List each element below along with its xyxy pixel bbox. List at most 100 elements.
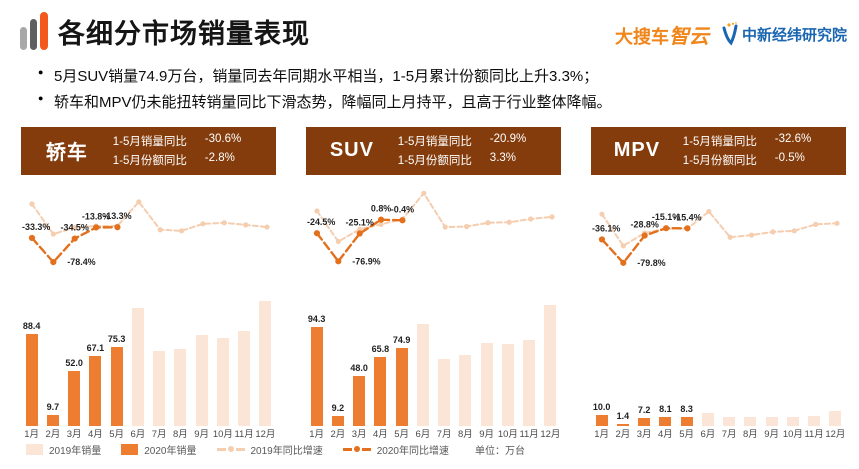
yoy-2019-point: [72, 224, 78, 230]
bars-row: 88.4 1月 9.7 2月 52.0 3月 67.1 4月 75.3 5月 6月 7月 8月 9月 10月…: [21, 285, 276, 441]
mpv-badge: MPV 1-5月销量同比 -32.6% 1-5月份额同比 -0.5%: [591, 126, 846, 175]
month-label: 7月: [721, 428, 737, 440]
yoy-2019-point: [549, 213, 555, 219]
yoy-2019-point: [620, 242, 626, 248]
line-chart-suv: -24.5% -76.9% -25.1% 0.8% -0.4%: [307, 190, 555, 266]
yoy-2019-point: [727, 234, 733, 240]
bars-row: 10.0 1月 1.4 2月 7.2 3月 8.1 4月 8.3 5月 6月 7月 8月 9月 10月 11月…: [591, 285, 846, 441]
month-label: 7月: [436, 428, 452, 440]
yoy-2020-label: -25.1%: [346, 217, 374, 227]
yoy-2019-point: [463, 223, 470, 229]
dasouche-zhiyun-logo: 大搜车智云: [615, 20, 709, 49]
yoy-2019-line: [315, 191, 554, 243]
bar-2019-10月: [216, 338, 229, 426]
bar-value-label: 74.9: [392, 334, 411, 345]
segment-name: MPV: [613, 139, 661, 161]
bars-row: 94.3 1月 9.2 2月 48.0 3月 65.8 4月 74.9 5月 6月 7月 8月 9月 10月…: [306, 285, 561, 441]
bar-2020-4月: [374, 357, 387, 426]
bar-cell-6月: 6月: [697, 285, 718, 441]
yoy-2019-point: [200, 220, 206, 226]
bar-value-label: 52.0: [65, 358, 83, 369]
bar-cell-12月: 12月: [540, 285, 561, 441]
month-label: 5月: [679, 428, 695, 440]
bullet-1: 5月SUV销量74.9万台，销量同去年同期水平相当，1-5月累计份额同比上升3.…: [38, 64, 859, 90]
bar-cell-11月: 11月: [804, 285, 825, 441]
stat-value: -0.5%: [774, 152, 805, 164]
unit-note: 单位：万台: [475, 445, 525, 457]
bar-2019-9月: [195, 335, 208, 426]
bar-cell-8月: 8月: [455, 285, 476, 441]
yoy-2019-point: [706, 208, 712, 214]
stat-label: 1-5月份额同比: [682, 155, 757, 167]
yoy-2019-point: [264, 223, 270, 230]
bar-2019-6月: [131, 307, 144, 426]
bar-value-label: 7.2: [637, 405, 651, 416]
month-label: 11月: [519, 428, 539, 440]
yoy-2019-point: [157, 226, 163, 232]
bar-value-label: 9.2: [331, 402, 345, 413]
bar-2019-12月: [544, 304, 557, 426]
bar-value-label: 65.8: [371, 344, 390, 355]
bar-cell-2月: 9.2 2月: [327, 285, 348, 441]
month-label: 2月: [615, 428, 631, 440]
bar-2019-7月: [723, 417, 736, 426]
yoy-2019-point: [834, 220, 840, 226]
yoy-2019-point: [357, 226, 363, 232]
bar-cell-1月: 10.0 1月: [591, 285, 612, 441]
bar-2019-7月: [438, 359, 451, 426]
page-title: 各细分市场销量表现: [58, 19, 310, 50]
logo-text: 大搜车: [614, 26, 669, 47]
bar-cell-8月: 8月: [170, 285, 191, 441]
bar-cell-5月: 75.3 5月: [106, 285, 127, 441]
sedan-column: 轿车 1-5月销量同比 -30.6% 1-5月份额同比 -2.8% -33.3% -7…: [21, 126, 276, 441]
yoy-2020-point: [92, 223, 100, 231]
yoy-2020-label: -76.9%: [352, 256, 380, 266]
segment-stats: 1-5月销量同比 -32.6% 1-5月份额同比 -0.5%: [683, 127, 846, 175]
yoy-2020-label: -36.1%: [592, 223, 620, 233]
line-chart-mpv: -36.1% -79.8% -28.8%-15.1%-15.4%: [592, 208, 840, 267]
bar-chart-mpv: 10.0 1月 1.4 2月 7.2 3月 8.1 4月 8.3 5月 6月 7月 8月 9月 10月 11月…: [591, 285, 846, 441]
bar-2019-7月: [153, 351, 166, 426]
bar-chart-sedan: 88.4 1月 9.7 2月 52.0 3月 67.1 4月 75.3 5月 6月 7月 8月 9月 10月…: [21, 285, 276, 441]
month-label: 8月: [457, 428, 473, 440]
month-label: 10月: [212, 428, 233, 440]
month-label: 3月: [636, 428, 652, 440]
yoy-2020-label: -28.8%: [631, 219, 659, 229]
bar-cell-4月: 67.1 4月: [85, 285, 106, 441]
yoy-2020-label: -79.8%: [637, 257, 665, 267]
bar-2020-5月: [110, 347, 123, 426]
stat-value: -30.6%: [204, 133, 242, 145]
bar-2020-2月: [46, 415, 59, 426]
bar-cell-1月: 94.3 1月: [306, 285, 327, 441]
legend-swatch-2020-bar: [121, 443, 139, 455]
bar-cell-10月: 10月: [497, 285, 518, 441]
month-label: 9月: [479, 428, 495, 440]
yoy-2020-label: 0.8%: [371, 203, 391, 213]
legend-label: 2019年同比增速: [250, 445, 323, 457]
bar-value-label: 67.1: [86, 342, 105, 353]
yoy-2020-label: -15.1%: [652, 212, 680, 222]
bar-2020-1月: [25, 333, 38, 426]
bar-cell-6月: 6月: [412, 285, 433, 441]
title-block: 各细分市场销量表现: [20, 12, 310, 50]
yoy-2020-label: -24.5%: [307, 217, 335, 227]
month-label: 1月: [24, 428, 40, 440]
yoy-2019-point: [421, 190, 427, 196]
segment-name: 轿车: [45, 142, 88, 164]
mpv-column: MPV 1-5月销量同比 -32.6% 1-5月份额同比 -0.5% -36.1% -…: [591, 126, 846, 441]
bar-2020-4月: [89, 355, 102, 426]
bar-2019-11月: [238, 331, 251, 426]
bar-cell-12月: 12月: [825, 285, 846, 441]
bar-2019-9月: [765, 416, 778, 426]
legend-swatch-2019-bar: [26, 443, 43, 455]
month-label: 9月: [194, 428, 210, 440]
month-label: 7月: [151, 428, 167, 440]
legend-item-2019-sales: 2019年销量: [26, 442, 101, 457]
header: 各细分市场销量表现 大搜车智云 中新经纬研究院: [0, 0, 859, 50]
bar-cell-11月: 11月: [519, 285, 540, 441]
bar-cell-7月: 7月: [434, 285, 455, 441]
yoy-2019-point: [599, 211, 605, 217]
month-label: 10月: [782, 428, 803, 440]
yoy-2020-point: [641, 231, 648, 239]
